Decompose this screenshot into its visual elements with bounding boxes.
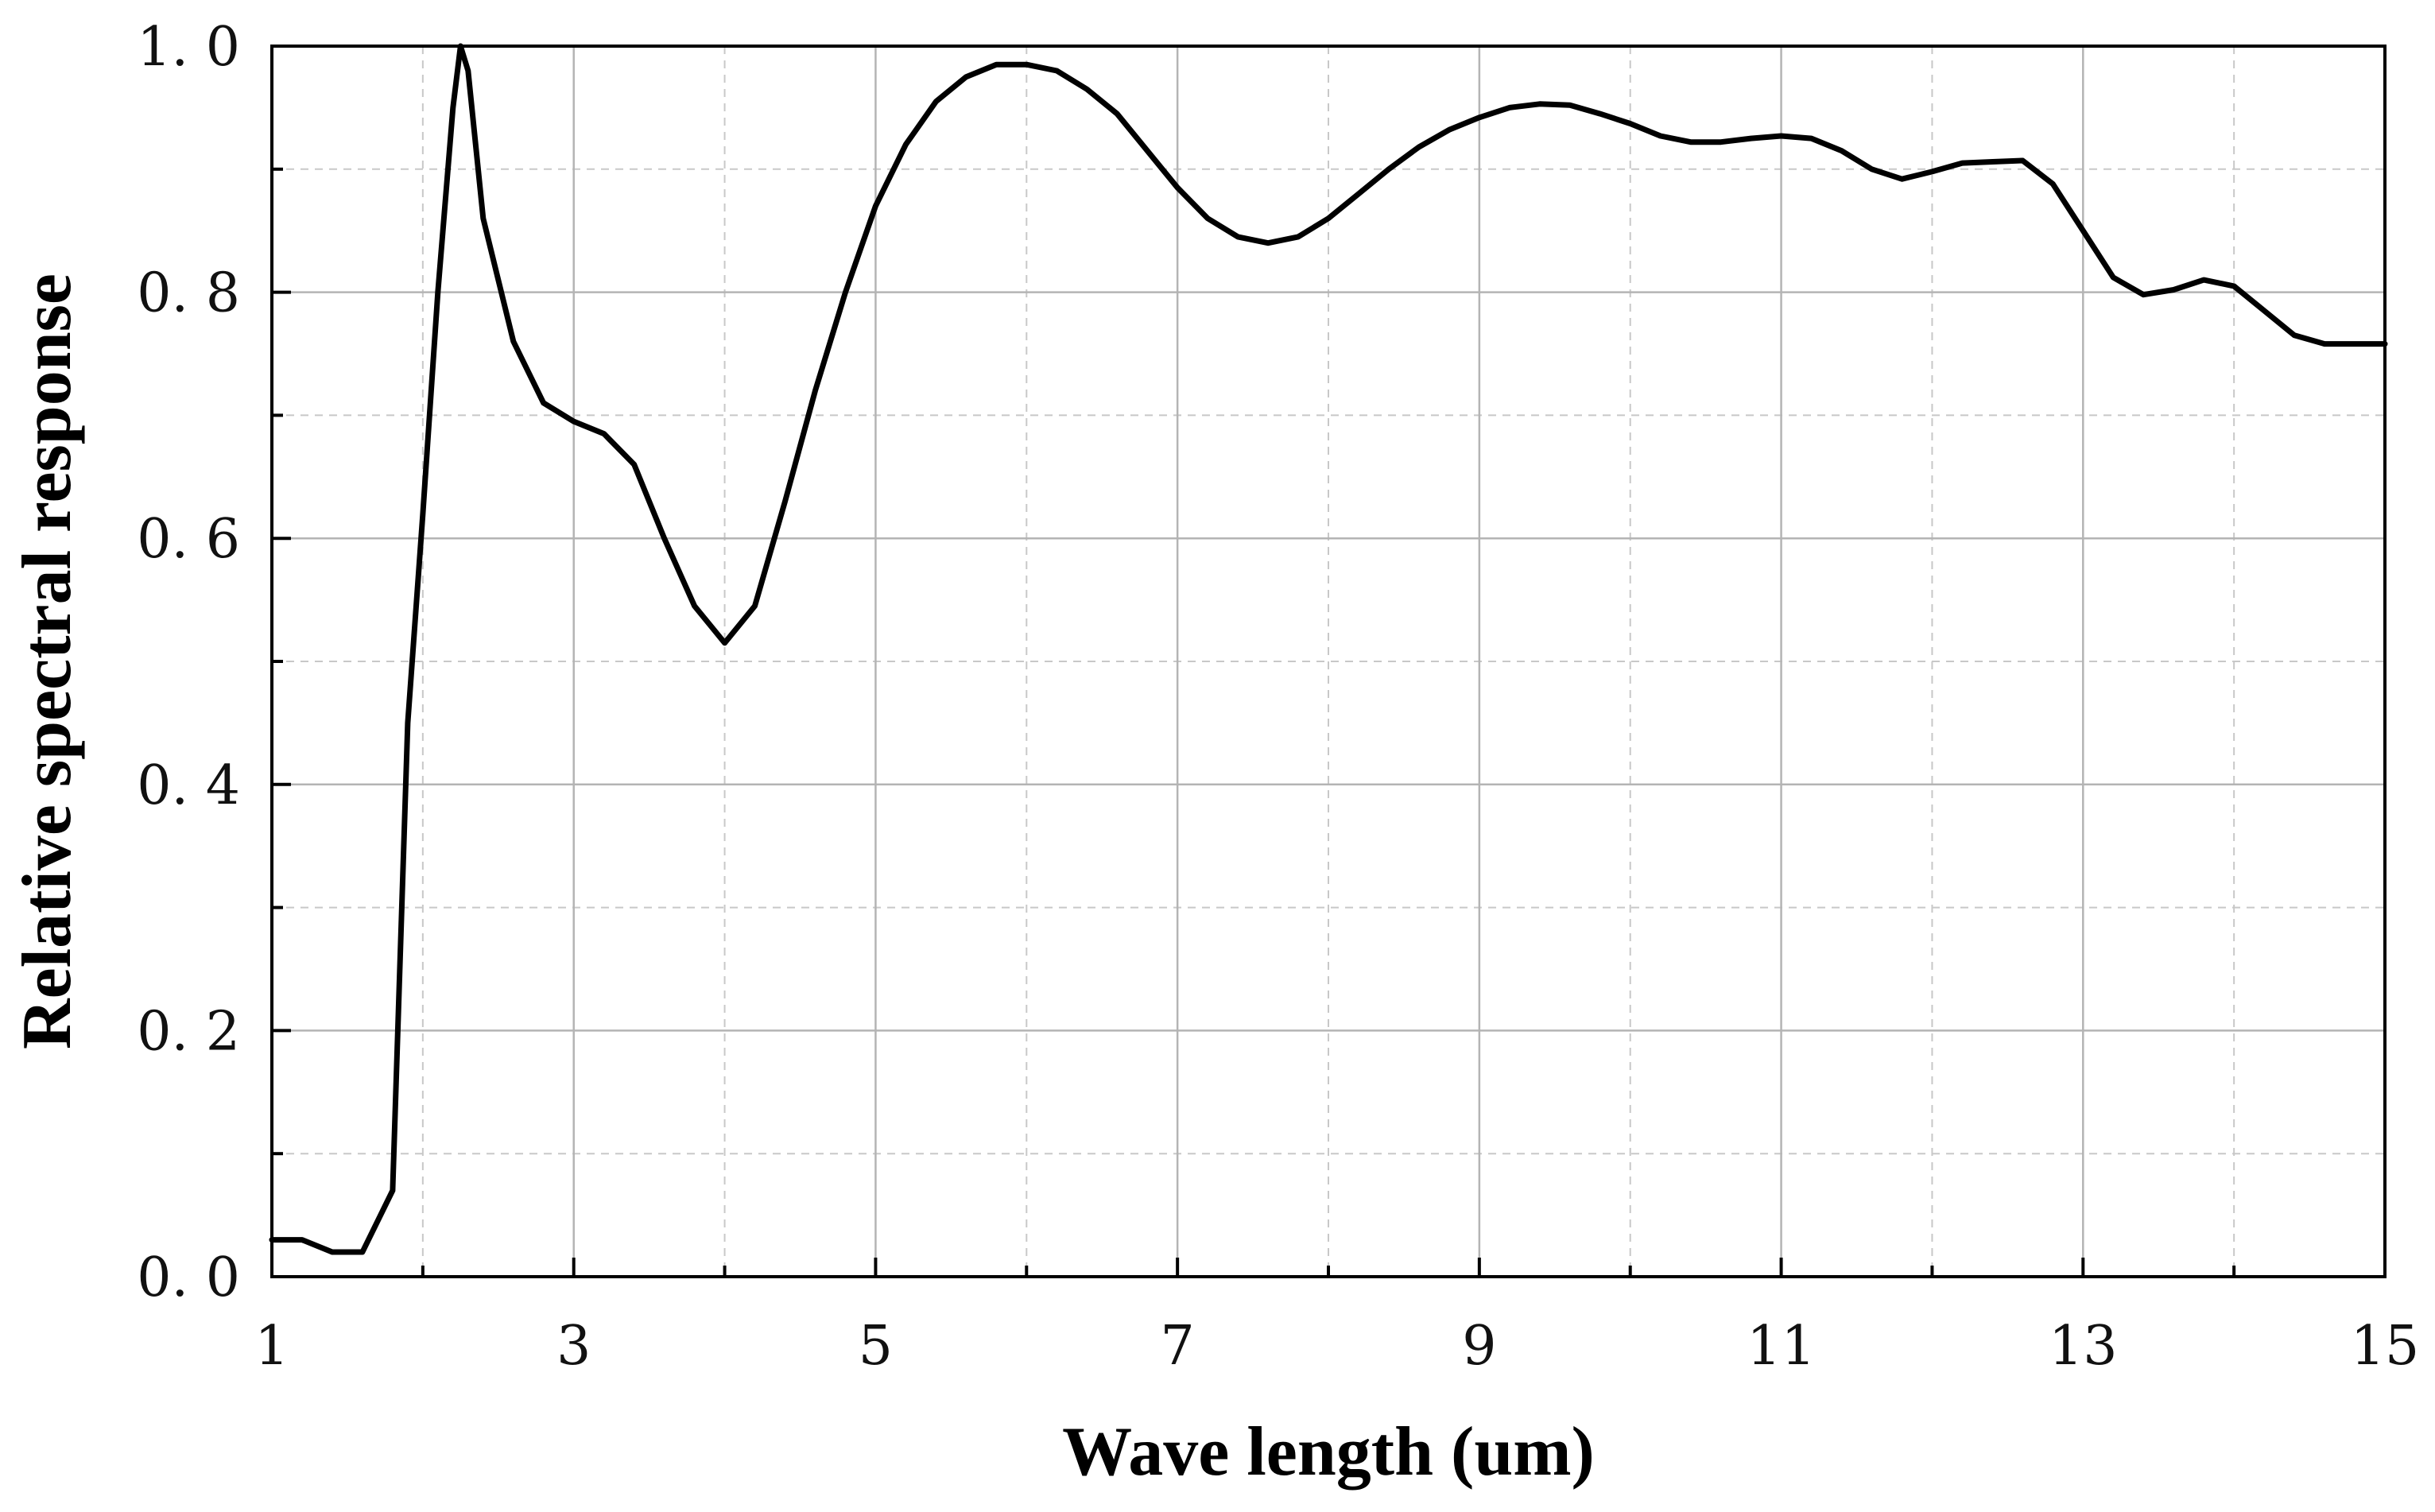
- y-tick-label: 1. 0: [137, 16, 240, 79]
- series-layer: [269, 43, 2388, 1255]
- y-tick-label: 0. 6: [137, 508, 240, 571]
- x-tick-labels: 1 3 5 7 9 11 13 15: [254, 1315, 2419, 1378]
- x-tick-label: 13: [2049, 1315, 2118, 1378]
- y-tick-label: 0. 8: [137, 262, 240, 325]
- x-tick-label: 7: [1161, 1315, 1195, 1378]
- x-tick-label: 15: [2351, 1315, 2420, 1378]
- y-tick-label: 0. 2: [137, 1000, 240, 1063]
- major-grid: [272, 46, 2385, 1277]
- tick-marks: [270, 45, 2387, 1278]
- y-tick-label: 0. 0: [137, 1246, 240, 1309]
- x-tick-label: 1: [254, 1315, 289, 1378]
- y-tick-label: 0. 4: [137, 754, 240, 817]
- x-axis-title: Wave length (um): [1062, 1413, 1595, 1491]
- y-axis-title: Relative spectral response: [9, 273, 86, 1049]
- series-line-0: [269, 43, 2388, 1255]
- x-tick-label: 9: [1462, 1315, 1496, 1378]
- y-tick-labels: 0. 0 0. 2 0. 4 0. 6 0. 8 1. 0: [137, 16, 240, 1309]
- x-tick-label: 11: [1747, 1315, 1816, 1378]
- x-tick-label: 5: [859, 1315, 893, 1378]
- x-tick-label: 3: [556, 1315, 591, 1378]
